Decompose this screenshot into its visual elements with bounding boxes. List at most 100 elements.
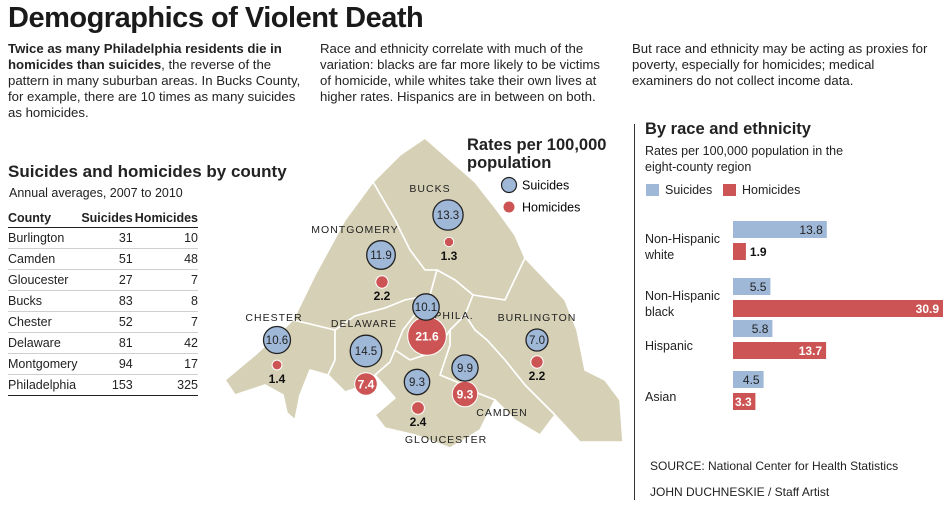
suicides-cell: 51 [79, 248, 133, 270]
artist-credit: JOHN DUCHNESKIE / Staff Artist [650, 485, 830, 499]
table-row: Bucks 83 8 [8, 290, 198, 312]
map-legend: Suicides Homicides [500, 176, 580, 215]
county-name-cell: Philadelphia [8, 374, 80, 396]
table-row: Philadelphia 153 325 [8, 374, 198, 396]
suicide-rate-label: 7.0 [529, 335, 545, 347]
county-label-gloucester: GLOUCESTER [405, 434, 487, 446]
category-label-white: Non-Hispanic white [644, 232, 720, 262]
race-section-divider [634, 124, 636, 500]
homicides-cell: 8 [132, 290, 198, 312]
homicides-cell: 325 [132, 374, 198, 396]
suicides-legend-swatch [646, 184, 659, 196]
homicides-legend-label: Homicides [522, 201, 580, 215]
homicide-rate-circle [354, 372, 378, 396]
homicide-rate-label: 1.4 [269, 372, 286, 386]
county-label-bucks: BUCKS [409, 183, 450, 195]
homicide-bar-label: 3.3 [735, 395, 752, 409]
category-label-hispanic: Hispanic [645, 339, 693, 353]
county-name-cell: Chester [8, 311, 80, 333]
county-label-camden: CAMDEN [476, 407, 528, 419]
table-row: Delaware 81 42 [8, 332, 198, 354]
suicide-rate-label: 11.9 [370, 250, 392, 262]
intro-paragraph-1: Twice as many Philadelphia residents die… [8, 41, 308, 121]
suicide-rate-circle [262, 325, 292, 355]
homicide-rate-label: 2.2 [529, 369, 546, 383]
suicide-bar-label: 4.5 [743, 373, 760, 387]
homicide-rate-label: 7.4 [358, 378, 375, 392]
race-chart-subtitle: Rates per 100,000 population in the eigh… [645, 144, 844, 174]
homicide-bar [733, 393, 756, 410]
county-shape-gloucester [374, 329, 496, 449]
suicide-rate-label: 9.9 [457, 363, 473, 375]
suicides-legend-label: Suicides [522, 179, 569, 193]
suicide-bar-label: 13.8 [799, 223, 823, 237]
homicides-cell: 48 [132, 248, 198, 270]
county-table: County Suicides Homicides Burlington 31 10… [8, 208, 198, 396]
county-label-philadelphia: PHILA. [434, 310, 473, 322]
homicide-bar-label: 1.9 [750, 245, 767, 259]
suicide-rate-circle [432, 199, 464, 231]
county-name-cell: Camden [8, 248, 80, 270]
suicide-bar [733, 371, 764, 388]
homicides-legend-swatch [723, 184, 736, 196]
suicide-rate-label: 14.5 [355, 346, 377, 358]
region-map: BUCKS MONTGOMERY CHESTER DELAWARE PHILA.… [225, 137, 624, 449]
homicide-rate-circle [530, 355, 544, 369]
intro-lead: Twice as many Philadelphia residents die… [8, 41, 282, 72]
county-name-cell: Gloucester [8, 269, 80, 291]
homicides-legend-circle [503, 201, 515, 213]
homicide-rate-circle [271, 359, 283, 371]
county-name-cell: Montgomery [8, 353, 80, 375]
map-rate-circles: 13.3 1.3 11.9 2.2 10.6 1.4 14.5 7.4 10.1 21.6 7.0 2… [262, 199, 549, 429]
suicides-legend-circle [500, 176, 518, 194]
intro-rest: , the reverse of the pattern in many sub… [8, 57, 301, 120]
table-row: Camden 51 48 [8, 248, 198, 270]
table-header-row: County Suicides Homicides [8, 208, 198, 228]
homicides-cell: 42 [132, 332, 198, 354]
homicide-rate-circle [411, 401, 425, 415]
intro-paragraph-2: Race and ethnicity correlate with much o… [320, 41, 600, 104]
county-name-cell: Bucks [8, 290, 80, 312]
county-labels: BUCKS MONTGOMERY CHESTER DELAWARE PHILA.… [245, 183, 577, 446]
suicide-bar [733, 320, 773, 337]
homicides-cell: 7 [132, 311, 198, 333]
county-label-chester: CHESTER [245, 312, 302, 324]
race-chart-title: By race and ethnicity [645, 120, 811, 138]
suicide-rate-label: 13.3 [437, 210, 459, 222]
homicide-rate-circle [375, 275, 389, 289]
suicide-rate-circle [366, 240, 396, 270]
homicides-cell: 17 [132, 353, 198, 375]
county-name-cell: Delaware [8, 332, 80, 354]
homicide-rate-label: 21.6 [415, 330, 439, 344]
county-table-subtitle: Annual averages, 2007 to 2010 [9, 186, 183, 200]
suicides-cell: 153 [79, 374, 133, 396]
suicides-cell: 52 [79, 311, 133, 333]
suicide-rate-circle [451, 354, 479, 382]
table-row: Chester 52 7 [8, 311, 198, 333]
suicide-rate-circle [525, 328, 549, 352]
suicides-cell: 81 [79, 332, 133, 354]
suicides-legend-text: Suicides [665, 183, 713, 197]
suicide-bar-label: 5.8 [752, 322, 769, 336]
homicide-bar [733, 342, 827, 359]
county-table-title: Suicides and homicides by county [8, 162, 287, 181]
suicide-rate-label: 9.3 [409, 377, 425, 389]
suicide-bar [733, 278, 771, 295]
category-label-asian: Asian [645, 390, 676, 404]
map-legend-title: Rates per 100,000 population [467, 136, 607, 172]
header-homicides: Homicides [132, 208, 198, 228]
homicides-cell: 7 [132, 269, 198, 291]
homicides-cell: 10 [132, 227, 198, 249]
suicide-rate-circle [412, 293, 440, 321]
table-row: Gloucester 27 7 [8, 269, 198, 291]
suicide-rate-label: 10.1 [415, 302, 437, 314]
suicides-cell: 31 [79, 227, 133, 249]
county-label-burlington: BURLINGTON [498, 312, 577, 324]
suicide-bar [733, 221, 827, 238]
county-label-montgomery: MONTGOMERY [311, 224, 398, 236]
suicides-cell: 94 [79, 353, 133, 375]
homicide-rate-label: 2.2 [374, 289, 391, 303]
county-name-cell: Burlington [8, 227, 80, 249]
suicide-rate-circle [349, 334, 383, 368]
table-row: Burlington 31 10 [8, 227, 198, 249]
